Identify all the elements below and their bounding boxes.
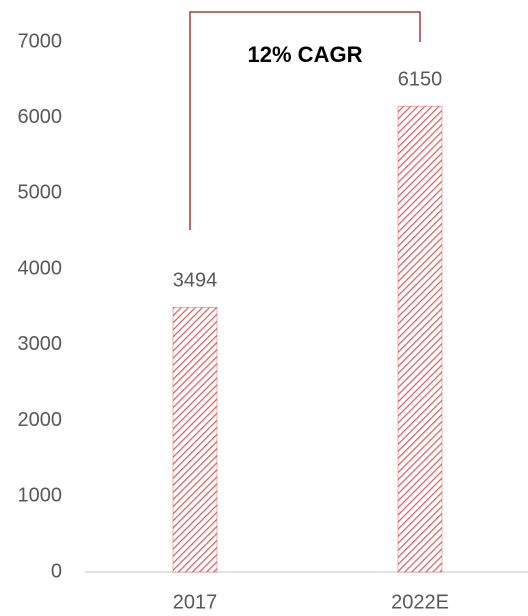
y-tick-label: 0 bbox=[51, 560, 62, 582]
cagr-bracket bbox=[189, 11, 421, 230]
y-tick-label: 3000 bbox=[18, 333, 63, 355]
x-tick-label: 2017 bbox=[173, 591, 218, 613]
x-tick-label: 2022E bbox=[391, 591, 449, 613]
annotation: 12% CAGR bbox=[248, 42, 363, 67]
bar bbox=[397, 105, 443, 573]
y-tick-label: 5000 bbox=[18, 182, 63, 204]
data-label: 3494 bbox=[173, 270, 218, 292]
y-tick-label: 6000 bbox=[18, 106, 63, 128]
bar bbox=[172, 306, 218, 573]
y-tick-label: 7000 bbox=[18, 30, 63, 52]
data-label: 6150 bbox=[398, 69, 443, 91]
y-tick-label: 1000 bbox=[18, 485, 63, 507]
y-tick-label: 4000 bbox=[18, 257, 63, 279]
y-tick-label: 2000 bbox=[18, 409, 63, 431]
